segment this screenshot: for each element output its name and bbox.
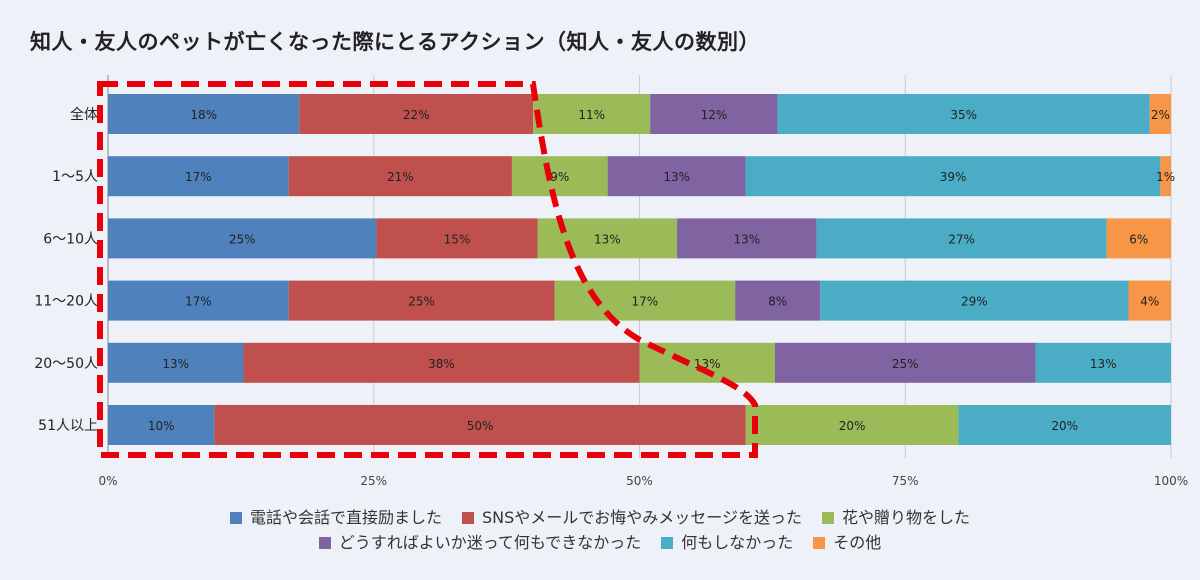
legend-item: どうすればよいか迷って何もできなかった [318, 530, 642, 555]
data-label: 27% [948, 232, 975, 246]
data-label: 13% [594, 232, 621, 246]
bar-segment [816, 218, 1107, 259]
data-label: 2% [1151, 108, 1170, 122]
x-tick-label: 75% [892, 474, 919, 488]
category-label: 51人以上 [38, 418, 98, 434]
data-label: 38% [428, 357, 455, 371]
data-label: 20% [1051, 419, 1078, 433]
data-label: 20% [839, 419, 866, 433]
bar-segment [108, 156, 289, 197]
data-label: 13% [663, 170, 690, 184]
bar-segment [299, 94, 534, 134]
x-tick-label: 100% [1154, 474, 1188, 488]
data-label: 25% [892, 357, 919, 371]
bar-segment [745, 156, 1161, 197]
data-label: 8% [768, 295, 787, 309]
bar-segment [288, 280, 555, 321]
legend-swatch [230, 512, 242, 524]
data-label: 13% [162, 357, 189, 371]
bar-segment [108, 94, 300, 134]
data-label: 18% [190, 108, 217, 122]
highlight-dashed-outline [97, 81, 758, 458]
x-tick-label: 0% [98, 474, 117, 488]
bar-segment [533, 94, 651, 134]
legend-swatch [661, 537, 674, 549]
bar-segment [1035, 342, 1171, 383]
data-label: 10% [148, 419, 175, 433]
x-tick-label: 25% [360, 474, 387, 488]
data-label: 13% [1090, 357, 1117, 371]
data-label: 21% [387, 170, 414, 184]
legend-label: どうすればよいか迷って何もできなかった [338, 533, 642, 552]
bar-segment [745, 405, 959, 445]
legend-item: SNSやメールでお悔やみメッセージを送った [462, 505, 802, 530]
data-label: 11% [578, 108, 605, 122]
data-label: 15% [444, 232, 471, 246]
legend-swatch [462, 512, 475, 524]
legend-swatch [318, 537, 331, 549]
bar-segment [650, 94, 778, 134]
bar-segment [376, 218, 538, 259]
data-label: 25% [408, 295, 435, 309]
bar-segment [108, 218, 377, 259]
category-label: 全体 [70, 106, 98, 123]
data-label: 25% [229, 232, 256, 246]
bar-segment [1106, 218, 1171, 259]
data-label: 17% [185, 295, 212, 309]
legend-label: 何もしなかった [681, 533, 794, 552]
legend-item: 何もしなかった [661, 530, 793, 555]
bar-segment [108, 342, 244, 383]
data-label: 12% [701, 108, 728, 122]
bar-segment [108, 405, 215, 445]
legend-label: その他 [833, 533, 882, 552]
category-label: 20〜50人 [34, 356, 98, 372]
legend: 電話や会話で直接励ました SNSやメールでお悔やみメッセージを送った 花や贈り物をし… [0, 505, 1200, 555]
bar-segment [1128, 280, 1171, 321]
bar-segment [774, 342, 1036, 383]
data-label: 17% [631, 295, 658, 309]
legend-label: SNSやメールでお悔やみメッセージを送った [482, 508, 802, 527]
data-label: 1% [1156, 170, 1175, 184]
data-label: 22% [403, 108, 430, 122]
bar-segment [554, 280, 736, 321]
bar-segment [1160, 156, 1171, 197]
bar-segment [958, 405, 1171, 445]
data-label: 9% [550, 170, 569, 184]
bar-segment [288, 156, 512, 197]
bar-segment [677, 218, 817, 259]
bar-segment [1149, 94, 1171, 134]
category-label: 11〜20人 [34, 294, 98, 310]
bar-segment [108, 280, 289, 321]
data-label: 50% [467, 419, 494, 433]
bar-segment [511, 156, 608, 197]
legend-item: その他 [813, 530, 881, 555]
x-tick-label: 50% [626, 474, 653, 488]
bar-segment [777, 94, 1150, 134]
data-label: 4% [1140, 295, 1159, 309]
bar-segment [820, 280, 1129, 321]
category-label: 1〜5人 [52, 169, 98, 185]
data-label: 35% [950, 108, 977, 122]
legend-item: 電話や会話で直接励ました [230, 505, 442, 530]
bar-segment [214, 405, 746, 445]
data-label: 6% [1129, 232, 1148, 246]
data-label: 17% [185, 170, 212, 184]
legend-item: 花や贈り物をした [821, 505, 970, 530]
data-label: 39% [940, 170, 967, 184]
bar-segment [243, 342, 640, 383]
stacked-bar-chart: 0% 25% 50% 75% 100% 全体 18% 22% 11% 12% 35% 2% 1〜5人 17… [34, 75, 1188, 488]
bar-segment [735, 280, 821, 321]
legend-label: 花や贈り物をした [841, 508, 970, 527]
data-label: 29% [961, 295, 988, 309]
category-label: 6〜10人 [43, 231, 98, 247]
chart-title: 知人・友人のペットが亡くなった際にとるアクション（知人・友人の数別） [30, 30, 760, 54]
data-label: 13% [734, 232, 761, 246]
legend-swatch [813, 537, 826, 549]
bar-segment [607, 156, 746, 197]
legend-swatch [821, 512, 834, 524]
legend-label: 電話や会話で直接励ました [250, 508, 443, 527]
